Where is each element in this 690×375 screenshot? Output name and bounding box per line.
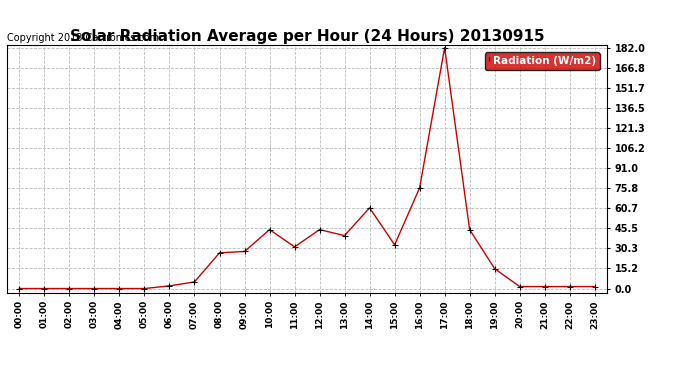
Title: Solar Radiation Average per Hour (24 Hours) 20130915: Solar Radiation Average per Hour (24 Hou… [70,29,544,44]
Text: Copyright 2013 Cartronics.com: Copyright 2013 Cartronics.com [7,33,159,42]
Legend: Radiation (W/m2): Radiation (W/m2) [484,52,600,70]
